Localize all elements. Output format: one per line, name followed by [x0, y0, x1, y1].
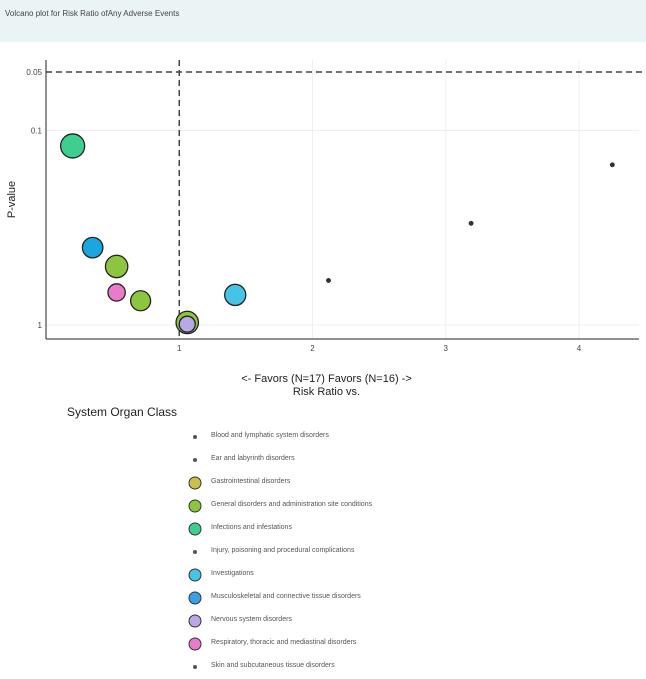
legend-label: Blood and lymphatic system disorders [211, 432, 329, 439]
data-point [104, 254, 129, 279]
legend-label: Ear and labyrinth disorders [211, 455, 295, 462]
data-point [107, 283, 126, 302]
legend: Blood and lymphatic system disorders Ear … [185, 426, 605, 679]
y-tick-label: 1 [38, 321, 43, 330]
title-band: Volcano plot for Risk Ratio ofAny Advers… [0, 0, 646, 42]
legend-swatch [193, 665, 197, 669]
legend-swatch [188, 637, 202, 651]
legend-item[interactable]: Gastrointestinal disorders [185, 472, 605, 495]
x-axis-title-line2: Risk Ratio vs. [293, 386, 360, 398]
data-point [178, 315, 196, 333]
legend-item[interactable]: Nervous system disorders [185, 610, 605, 633]
legend-item[interactable]: Musculoskeletal and connective tissue di… [185, 587, 605, 610]
y-axis-title: P-value [6, 181, 18, 218]
legend-label: Infections and infestations [211, 524, 292, 531]
legend-item[interactable]: General disorders and administration sit… [185, 495, 605, 518]
data-point [326, 278, 331, 283]
legend-item[interactable]: Infections and infestations [185, 518, 605, 541]
data-point [468, 220, 474, 226]
legend-swatch [193, 458, 197, 462]
legend-item[interactable]: Respiratory, thoracic and mediastinal di… [185, 633, 605, 656]
legend-label: Skin and subcutaneous tissue disorders [211, 662, 335, 669]
x-tick-label: 2 [310, 344, 315, 353]
data-point [129, 290, 152, 312]
x-tick-label: 4 [577, 344, 582, 353]
volcano-plot: 1 2 3 4 0.05 0.1 1 <- Favors (N=17) Favors (N=1… [6, 60, 646, 398]
data-point [81, 236, 104, 259]
data-point [609, 162, 615, 168]
legend-label: Gastrointestinal disorders [211, 478, 291, 485]
legend-swatch [188, 614, 202, 628]
legend-label: Respiratory, thoracic and mediastinal di… [211, 639, 357, 646]
legend-swatch [193, 550, 197, 554]
data-point [60, 133, 86, 159]
x-tick-label: 1 [177, 344, 182, 353]
legend-label: Nervous system disorders [211, 616, 292, 623]
x-axis-title-line1: <- Favors (N=17) Favors (N=16) -> [241, 373, 412, 385]
legend-label: General disorders and administration sit… [211, 501, 373, 508]
legend-swatch [188, 499, 202, 513]
data-point [224, 283, 247, 307]
legend-swatch [188, 476, 202, 490]
legend-item[interactable]: Ear and labyrinth disorders [185, 449, 605, 472]
legend-title: System Organ Class [67, 405, 178, 419]
y-tick-label: 0.05 [26, 68, 42, 77]
legend-item[interactable]: Blood and lymphatic system disorders [185, 426, 605, 449]
legend-label: Musculoskeletal and connective tissue di… [211, 593, 361, 600]
legend-item[interactable]: Investigations [185, 564, 605, 587]
legend-swatch [188, 568, 202, 582]
page-title: Volcano plot for Risk Ratio ofAny Advers… [5, 9, 180, 18]
legend-swatch [188, 591, 202, 605]
chart-panel: 1 2 3 4 0.05 0.1 1 <- Favors (N=17) Favors (N=1… [5, 42, 646, 679]
legend-swatch [193, 435, 197, 439]
legend-label: Investigations [211, 570, 254, 577]
legend-item[interactable]: Skin and subcutaneous tissue disorders [185, 656, 605, 679]
x-tick-label: 3 [444, 344, 449, 353]
legend-swatch [188, 522, 202, 536]
legend-item[interactable]: Injury, poisoning and procedural complic… [185, 541, 605, 564]
y-tick-label: 0.1 [31, 127, 43, 136]
legend-label: Injury, poisoning and procedural complic… [211, 547, 355, 554]
